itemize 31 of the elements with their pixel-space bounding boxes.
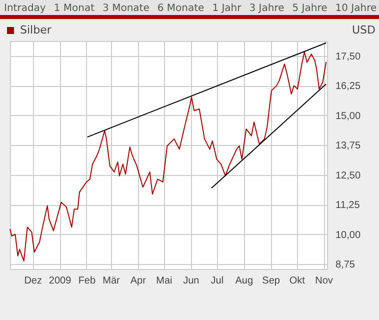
x-tick-label: 2009 <box>48 276 72 286</box>
x-tick-label: Okt <box>289 276 306 286</box>
y-tick-label: 13,75 <box>336 140 361 152</box>
text: 3 Jahre <box>248 2 286 15</box>
x-tick-label: Nov <box>315 276 333 286</box>
text: 6 Monate <box>156 2 206 15</box>
x-tick-label: Apr <box>130 276 147 286</box>
y-tick-label: 15,00 <box>336 110 361 122</box>
x-tick-label: Mai <box>156 276 172 286</box>
x-tick-label: Mär <box>102 276 121 286</box>
x-tick-label: Aug <box>235 276 254 286</box>
line-series <box>10 51 327 262</box>
x-tick-label: Jul <box>210 276 224 286</box>
text: Intraday <box>3 2 47 15</box>
y-tick-label: 17,50 <box>336 51 361 62</box>
y-tick-label: 12,50 <box>336 170 361 182</box>
x-tick-label: Jun <box>183 276 200 286</box>
legend-label: Silber <box>20 24 52 36</box>
x-tick-label: Sep <box>262 276 280 286</box>
text: 10 Jahre <box>334 2 378 15</box>
text: 3 Monate <box>102 2 150 15</box>
text: 1 Monat <box>52 2 96 15</box>
text: 1 Jahr <box>211 2 242 15</box>
y-tick-label: 8,75 <box>336 260 356 271</box>
y-axis-title: USD <box>352 24 376 36</box>
x-tick-label: Dez <box>24 276 42 286</box>
y-tick-label: 10,00 <box>336 230 361 241</box>
y-tick-label: 11,25 <box>336 200 360 212</box>
y-tick-label: 16,25 <box>336 81 361 92</box>
text: 5 Jahre <box>291 2 328 15</box>
x-tick-label: Feb <box>78 276 96 286</box>
